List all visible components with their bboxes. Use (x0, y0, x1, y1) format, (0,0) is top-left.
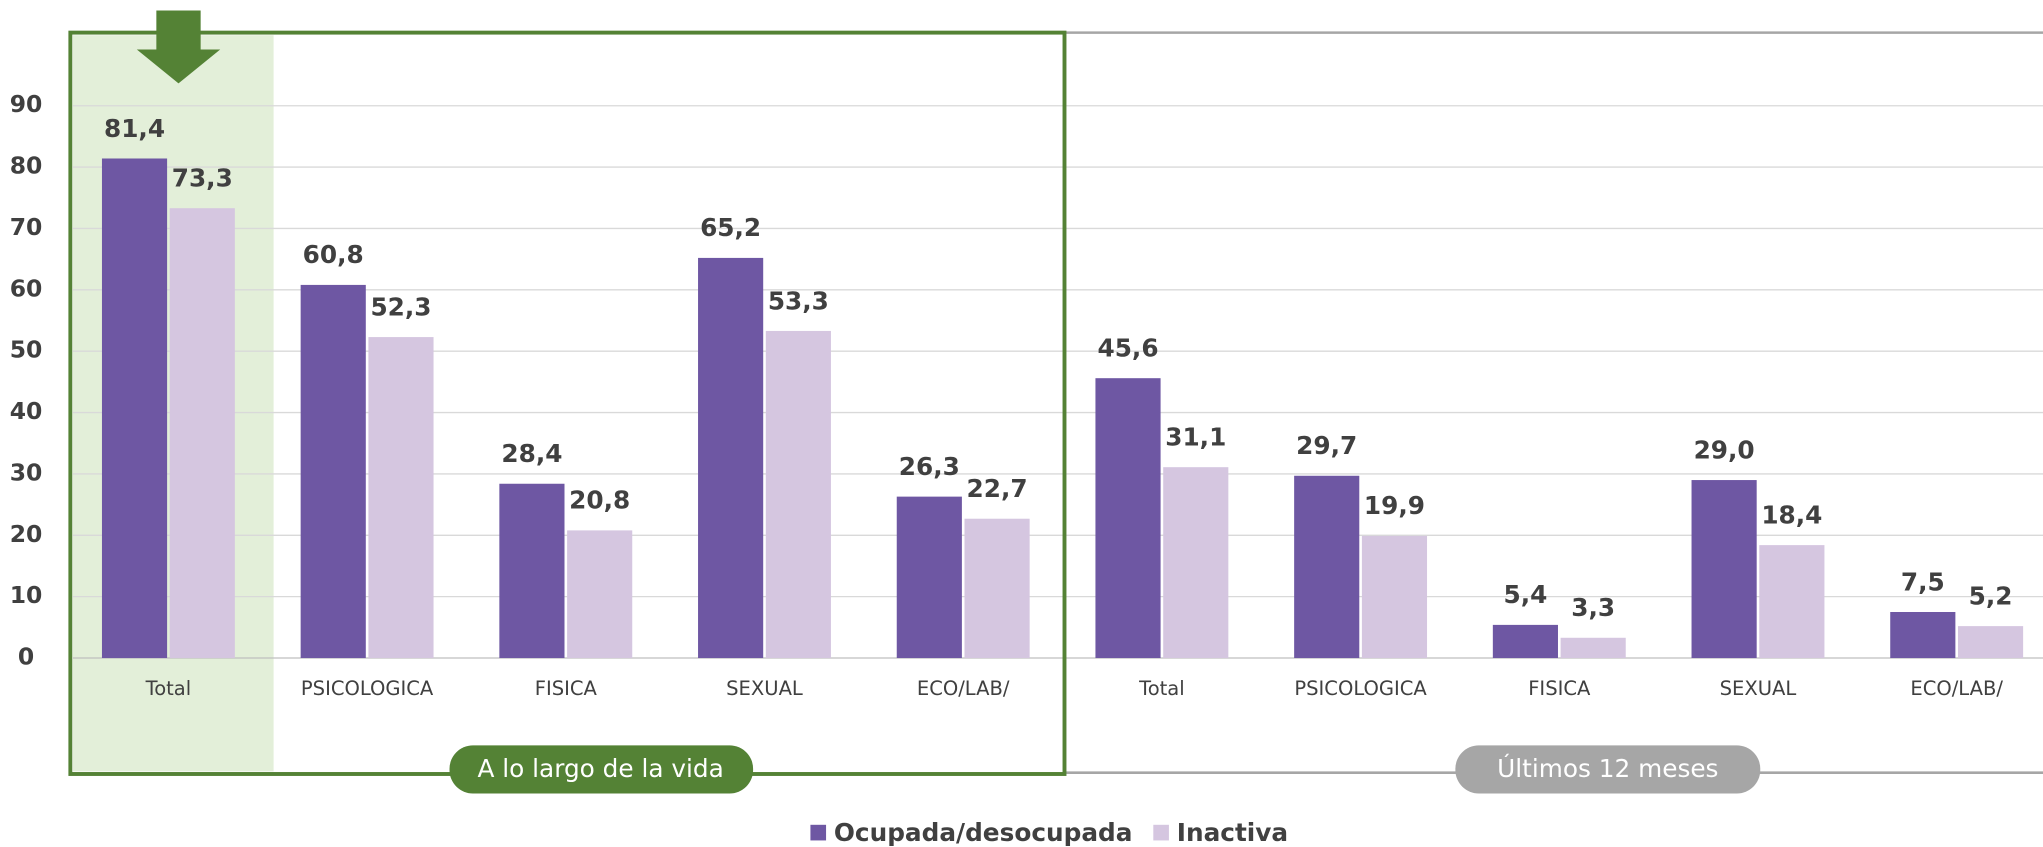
bar (1890, 612, 1956, 659)
legend-label: Ocupada/desocupada (834, 818, 1133, 847)
bar (896, 496, 962, 659)
data-label: 45,6 (1097, 334, 1158, 363)
bar (567, 530, 633, 659)
x-tick-label: Total (145, 677, 192, 700)
data-label: 31,1 (1165, 423, 1226, 452)
y-tick-label: 80 (10, 152, 43, 180)
data-label: 65,2 (700, 213, 761, 242)
data-label: 52,3 (370, 292, 431, 321)
legend-swatch (810, 824, 827, 841)
y-tick-label: 60 (10, 274, 43, 302)
bar (1361, 535, 1428, 659)
y-tick-label: 50 (10, 336, 43, 364)
bar (368, 337, 434, 659)
y-tick-label: 10 (10, 581, 43, 609)
data-label: 29,0 (1694, 435, 1755, 464)
data-label: 28,4 (501, 439, 562, 468)
bar (1691, 480, 1757, 659)
bar (101, 158, 168, 659)
x-tick-label: SEXUAL (1720, 677, 1797, 700)
y-tick-label: 70 (10, 213, 43, 241)
x-tick-label: PSICOLOGICA (1294, 677, 1427, 700)
x-tick-label: ECO/LAB/ (917, 677, 1010, 700)
x-tick-label: FISICA (535, 677, 598, 700)
group-label: Últimos 12 meses (1497, 753, 1718, 783)
data-label: 26,3 (899, 452, 960, 481)
data-label: 53,3 (768, 286, 829, 315)
bar (1957, 626, 2024, 659)
x-tick-label: PSICOLOGICA (301, 677, 434, 700)
data-label: 60,8 (303, 240, 364, 269)
bar (964, 518, 1030, 659)
x-tick-label: SEXUAL (726, 677, 803, 700)
bar (698, 257, 764, 659)
y-tick-label: 20 (10, 520, 43, 548)
data-label: 73,3 (172, 164, 233, 193)
group-label: A lo largo de la vida (477, 754, 723, 783)
bar (1759, 545, 1825, 659)
bar (1560, 637, 1626, 659)
bar (765, 330, 831, 659)
x-tick-label: ECO/LAB/ (1910, 677, 2003, 700)
data-label: 18,4 (1761, 500, 1822, 529)
data-label: 5,2 (1969, 581, 2013, 610)
legend-swatch (1153, 824, 1169, 841)
arrow (136, 10, 221, 84)
group-pill (1455, 745, 1761, 794)
data-label: 7,5 (1901, 567, 1945, 596)
bar (300, 284, 366, 659)
x-tick-label: FISICA (1528, 677, 1591, 700)
data-label: 29,7 (1296, 431, 1357, 460)
bar (1095, 378, 1161, 659)
bar (1294, 475, 1360, 659)
group-pill (449, 745, 754, 794)
y-tick-label: 30 (10, 458, 43, 486)
bar (169, 208, 235, 659)
data-label: 5,4 (1503, 580, 1547, 609)
data-label: 22,7 (967, 474, 1028, 503)
bar (499, 483, 565, 659)
bar (1492, 624, 1558, 659)
y-tick-label: 0 (18, 643, 34, 671)
data-label: 81,4 (104, 114, 165, 143)
legend-label: Inactiva (1177, 818, 1288, 847)
y-tick-label: 90 (10, 90, 43, 118)
y-tick-label: 40 (10, 397, 43, 425)
data-label: 20,8 (569, 486, 630, 515)
data-label: 3,3 (1571, 593, 1615, 622)
x-tick-label: Total (1138, 677, 1185, 700)
data-label: 19,9 (1364, 491, 1425, 520)
bar (1163, 467, 1229, 659)
